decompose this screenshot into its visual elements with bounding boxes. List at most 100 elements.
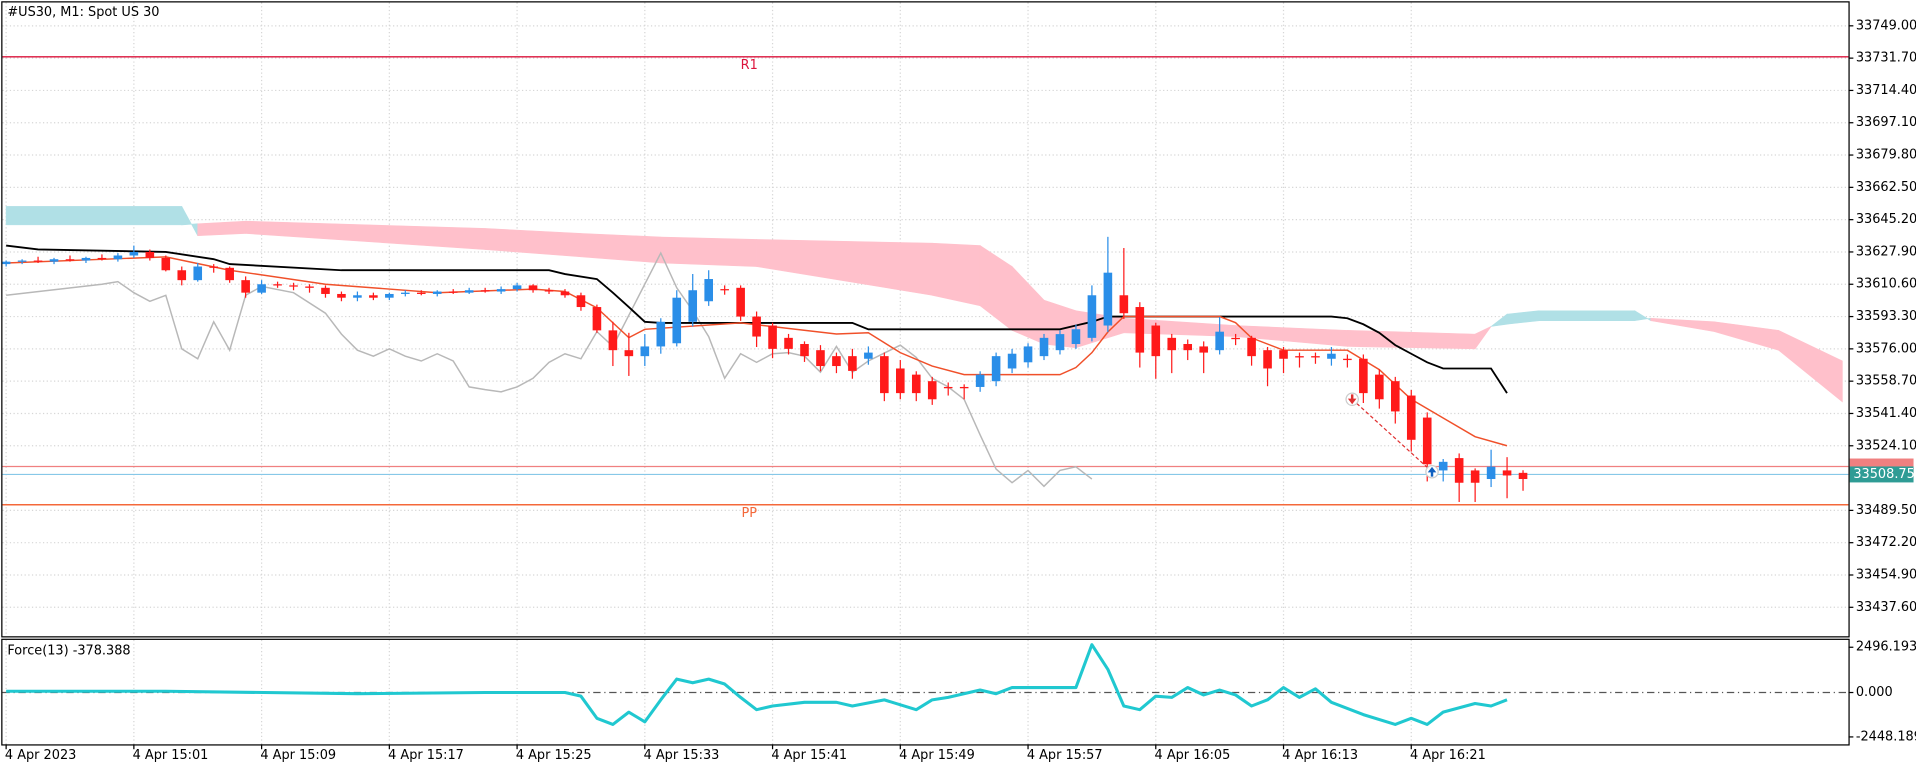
y-tick-label: 33524.10	[1856, 438, 1916, 453]
candle-body	[1183, 344, 1193, 351]
candle-body	[512, 285, 522, 290]
cloud-segment	[5, 206, 183, 226]
y-tick-label: 33679.80	[1856, 148, 1916, 163]
y-tick-label: 2496.193	[1856, 640, 1916, 655]
force-frame	[1, 638, 1850, 746]
candle-body	[257, 284, 266, 293]
candle-body	[816, 350, 825, 367]
candle-body	[273, 284, 282, 286]
force-title: Force(13) -378.388	[7, 643, 130, 658]
candle-body	[896, 368, 905, 394]
candle-body	[528, 285, 538, 291]
candle-body	[448, 291, 458, 293]
candle-body	[353, 295, 362, 298]
candle-body	[65, 259, 75, 261]
candle-body	[560, 291, 570, 296]
candle-body	[1151, 325, 1161, 357]
candle-body	[81, 257, 91, 261]
candle-body	[1518, 472, 1528, 480]
y-tick-label: 33558.70	[1856, 374, 1916, 389]
candle-body	[1327, 353, 1336, 359]
candle-body	[145, 251, 155, 258]
main-frame	[1, 1, 1850, 638]
candle-body	[832, 356, 841, 367]
y-tick-label: 33714.40	[1856, 83, 1916, 98]
candle-body	[1167, 337, 1177, 351]
candle-body	[464, 290, 474, 293]
cloud-segment	[931, 242, 981, 307]
deal-arrow	[1347, 398, 1357, 405]
candle-body	[1470, 470, 1480, 483]
main-plot	[2, 56, 1849, 506]
candle-body	[1343, 358, 1352, 361]
x-tick-label: 4 Apr 15:17	[388, 748, 464, 763]
candle-body	[337, 293, 346, 298]
y-tick-label: 33749.00	[1856, 18, 1916, 33]
candle-body	[1375, 374, 1384, 400]
candle-body	[768, 325, 777, 349]
chikou-line	[6, 251, 1093, 488]
candle-body	[1119, 295, 1129, 314]
candle-body	[880, 356, 889, 394]
candle-body	[480, 290, 490, 292]
candle-body	[752, 316, 761, 337]
y-tick-label: 33731.70	[1856, 51, 1916, 66]
candle-body	[608, 330, 618, 351]
y-tick-label: -2448.189	[1856, 729, 1916, 744]
candle-body	[225, 267, 234, 281]
candle-body	[1215, 331, 1224, 351]
y-tick-label: 33437.60	[1856, 600, 1916, 615]
candle-body	[1199, 346, 1208, 353]
candle-body	[592, 307, 602, 331]
grid-layer	[2, 2, 1849, 745]
candle-body	[177, 270, 187, 281]
candle-body	[432, 291, 442, 294]
axis-layer: 33749.00 33731.70 33714.40 33697.10 33679.80…	[5, 18, 1916, 763]
cloud-segment	[1778, 329, 1843, 403]
candle-body	[193, 266, 203, 281]
x-tick-label: 4 Apr 16:13	[1282, 748, 1358, 763]
candle-body	[1422, 417, 1432, 465]
candle-body	[1087, 295, 1097, 338]
y-tick-label: 33645.20	[1856, 212, 1916, 227]
x-tick-label: 4 Apr 15:09	[260, 748, 336, 763]
candle-body	[1231, 337, 1240, 340]
candle-body	[975, 374, 985, 387]
candle-body	[1007, 353, 1017, 369]
candle-body	[1039, 337, 1049, 357]
candle-body	[784, 337, 793, 349]
candle-body	[1438, 461, 1448, 471]
deal-stem	[1350, 394, 1354, 400]
candle-body	[369, 295, 378, 298]
candle-body	[576, 295, 586, 308]
candle-body	[864, 352, 873, 359]
candle-body	[33, 260, 43, 262]
candle-body	[927, 381, 937, 400]
candle-body	[1247, 337, 1256, 357]
y-tick-label: 33541.40	[1856, 406, 1916, 421]
bid-label: 33508.75	[1853, 467, 1914, 482]
candle-body	[672, 297, 682, 344]
y-tick-label: 0.000	[1856, 685, 1893, 700]
y-tick-label: 33472.20	[1856, 535, 1916, 550]
x-tick-label: 4 Apr 15:33	[644, 748, 720, 763]
candle-body	[1023, 346, 1033, 363]
level-label: R1	[741, 58, 758, 73]
candle-body	[1454, 458, 1464, 483]
candle-body	[241, 280, 250, 293]
x-tick-label: 4 Apr 16:21	[1410, 748, 1486, 763]
x-tick-label: 4 Apr 15:01	[133, 748, 209, 763]
level-label: PP	[741, 506, 757, 521]
cloud-segment	[197, 220, 246, 237]
bid-label-box	[1849, 466, 1914, 483]
candle-body	[943, 386, 953, 389]
candle-body	[1055, 334, 1065, 351]
y-tick-label: 33593.30	[1856, 309, 1916, 324]
candle-body	[289, 285, 298, 287]
candle-body	[1502, 470, 1512, 476]
candle-body	[1135, 307, 1145, 353]
chart-title: #US30, M1: Spot US 30	[7, 5, 159, 20]
deal-stem	[1430, 471, 1434, 477]
candle-body	[656, 321, 666, 347]
